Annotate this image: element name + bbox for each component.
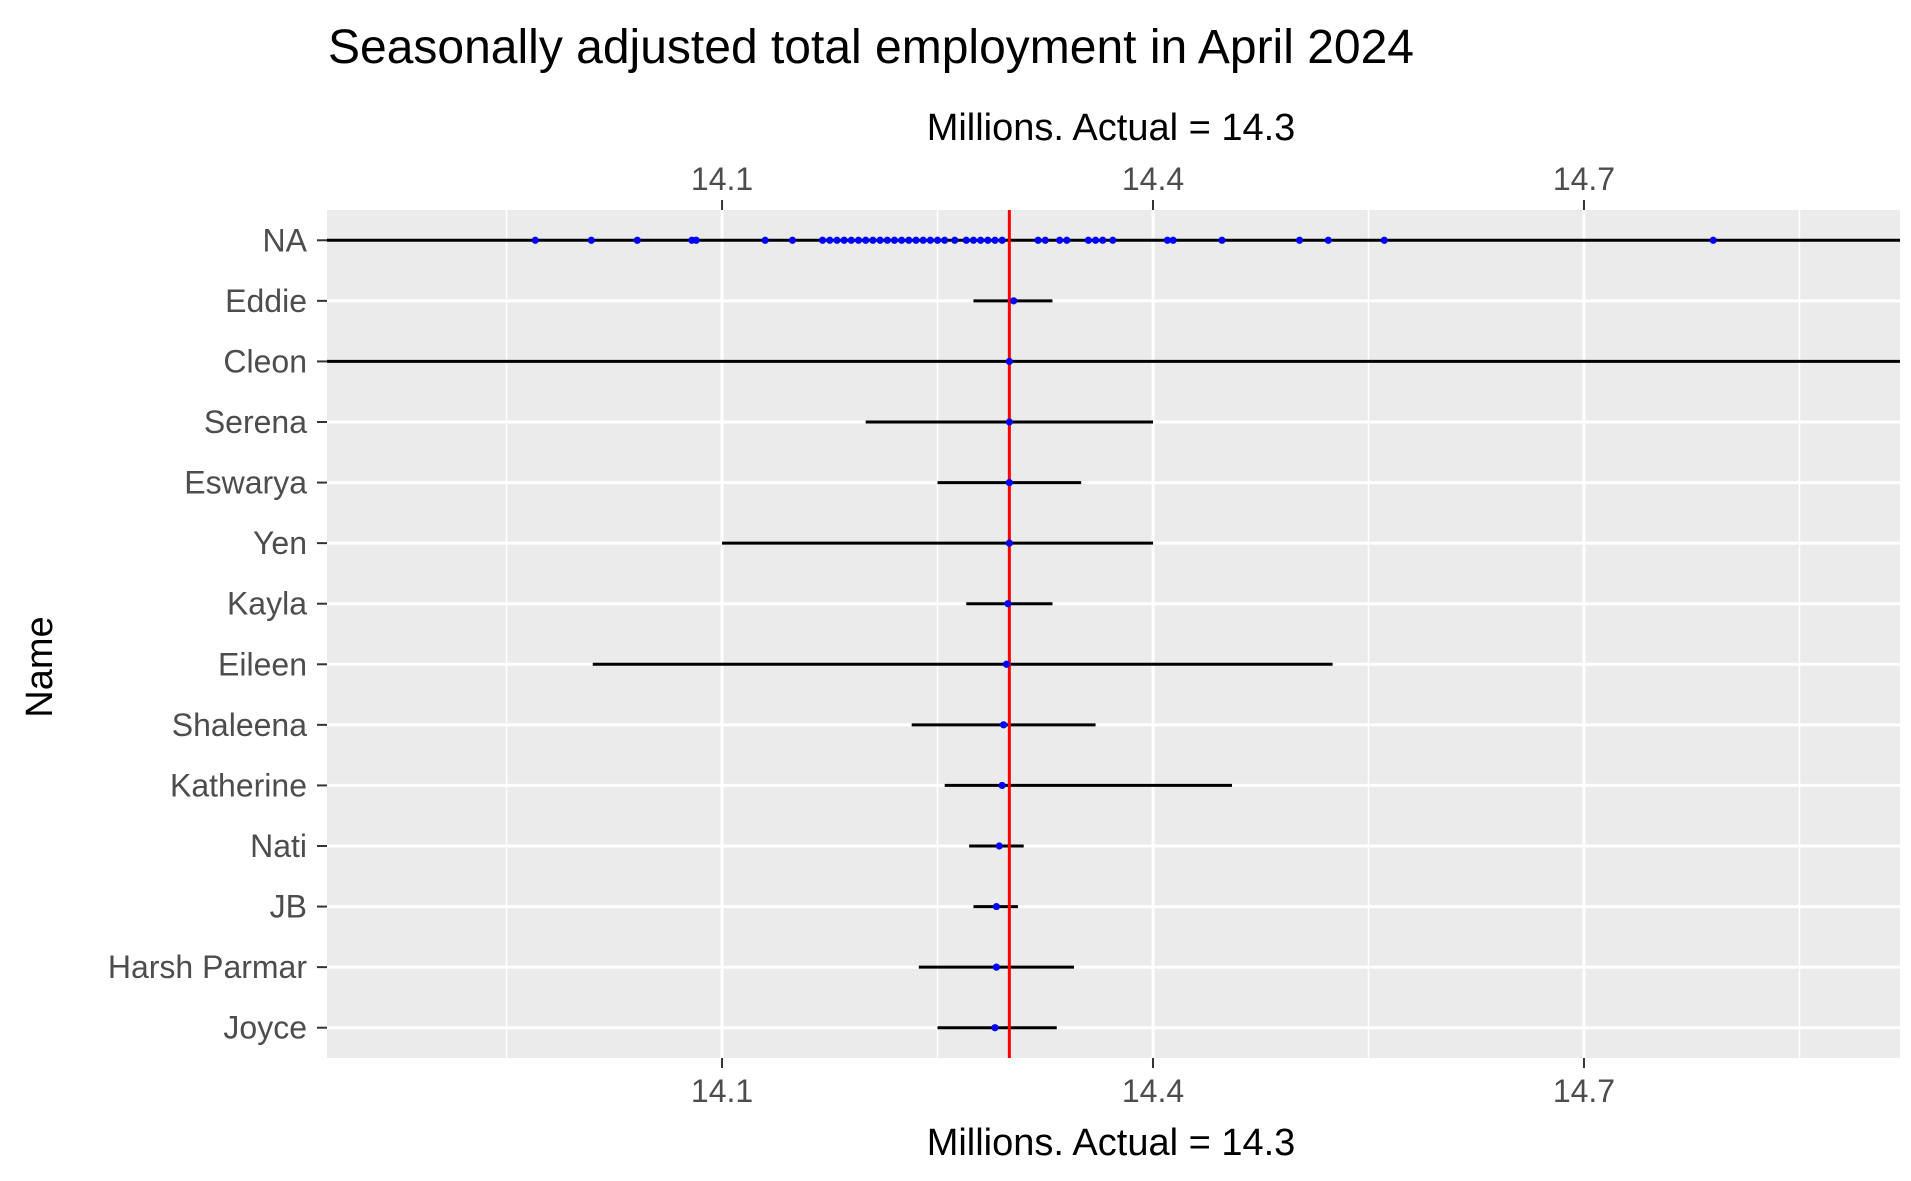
data-point [1709, 236, 1717, 244]
data-point [1218, 236, 1226, 244]
data-point [1380, 236, 1388, 244]
data-point [919, 236, 927, 244]
data-point [1005, 539, 1013, 547]
data-point [890, 236, 899, 244]
data-point [1005, 418, 1013, 426]
y-category-label: Cleon [223, 343, 307, 379]
data-point [1091, 236, 1100, 244]
y-category-label: Serena [204, 404, 307, 440]
y-category-label: Yen [253, 525, 307, 561]
y-category-label: Shaleena [172, 707, 307, 743]
data-point [1005, 478, 1013, 487]
y-axis-title: Name [19, 616, 61, 717]
data-point [876, 236, 884, 244]
data-point [788, 236, 797, 244]
data-point [991, 1024, 999, 1032]
y-category-label: Katherine [170, 767, 307, 803]
y-category-label: Eddie [225, 283, 307, 319]
x-tick-label-bottom: 14.7 [1553, 1073, 1615, 1109]
x-tick-label-top: 14.4 [1122, 161, 1184, 197]
data-point [1005, 357, 1013, 366]
y-category-label: Harsh Parmar [108, 949, 308, 985]
x-tick-label-bottom: 14.1 [691, 1073, 753, 1109]
data-point [991, 236, 999, 244]
data-point [941, 236, 949, 244]
chart-title: Seasonally adjusted total employment in … [328, 21, 1414, 74]
data-point [1002, 660, 1011, 668]
data-point [1084, 236, 1092, 244]
data-point [1004, 600, 1012, 608]
data-point [1063, 236, 1071, 244]
data-point [992, 963, 1001, 971]
data-point [998, 236, 1006, 244]
data-point [926, 236, 934, 244]
data-point [826, 236, 834, 244]
plot-panel [327, 210, 1900, 1058]
data-point [977, 236, 985, 244]
data-point [1056, 236, 1064, 244]
data-point [847, 236, 855, 244]
x-axis-title-top: Millions. Actual = 14.3 [927, 107, 1296, 149]
data-point [692, 236, 700, 244]
data-point [1099, 236, 1107, 244]
data-point [883, 236, 891, 244]
data-point [1163, 236, 1171, 244]
data-point [633, 236, 641, 244]
data-point [1041, 236, 1049, 244]
data-point [992, 902, 1001, 911]
data-point [995, 842, 1003, 850]
data-point [998, 781, 1006, 790]
data-point [1010, 297, 1018, 305]
y-category-label: Nati [250, 828, 307, 864]
y-category-label: Joyce [223, 1010, 307, 1046]
data-point [1109, 236, 1117, 244]
data-point [933, 236, 942, 244]
data-points [531, 236, 1717, 1032]
data-point [1295, 236, 1304, 244]
x-tick-label-top: 14.7 [1553, 161, 1615, 197]
axis-ticks: 14.1 14.1 14.4 14.4 14.7 14.7 NA Eddie Cleon Sere… [108, 161, 1615, 1109]
data-point [951, 236, 959, 244]
data-point [962, 236, 970, 244]
data-point [854, 236, 863, 244]
x-axis-title-bottom: Millions. Actual = 14.3 [927, 1122, 1296, 1164]
data-point [869, 236, 877, 244]
y-category-label: JB [270, 889, 307, 925]
data-point [969, 236, 978, 244]
data-point [1169, 236, 1177, 244]
x-tick-label-top: 14.1 [691, 161, 753, 197]
data-point [862, 236, 870, 244]
data-point [819, 236, 827, 244]
y-category-label: NA [263, 222, 308, 258]
data-point [531, 236, 539, 244]
data-point [840, 236, 848, 244]
data-point [898, 236, 906, 244]
data-point [984, 236, 992, 244]
data-point [833, 236, 841, 244]
data-point [905, 236, 913, 244]
data-point [761, 236, 769, 244]
data-point [1034, 236, 1042, 244]
y-category-label: Eswarya [184, 465, 307, 501]
y-category-label: Kayla [227, 586, 307, 622]
data-point [1000, 721, 1008, 729]
x-tick-label-bottom: 14.4 [1122, 1073, 1184, 1109]
data-point [587, 236, 595, 244]
data-point [1324, 236, 1332, 244]
data-point [912, 236, 920, 244]
y-category-label: Eileen [218, 646, 307, 682]
